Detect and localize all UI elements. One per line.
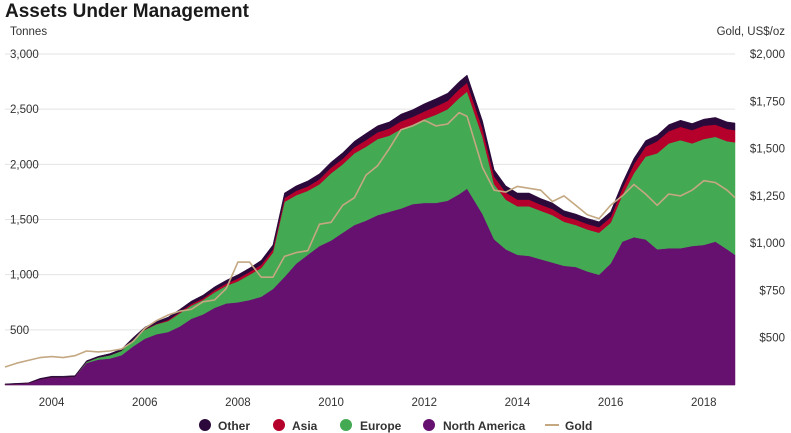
y-axis-label-left: Tonnes [10, 26, 47, 38]
x-tick-label: 2014 [505, 397, 531, 409]
y2-tick-label: $1,750 [750, 96, 785, 108]
y-tick-label: 3,000 [10, 49, 39, 61]
y-tick-label: 500 [10, 325, 29, 337]
y2-tick-label: $500 [759, 333, 785, 345]
y2-tick-label: $2,000 [750, 49, 785, 61]
y-tick-label: 1,000 [10, 270, 39, 282]
chart-title: Assets Under Management [5, 1, 250, 22]
x-tick-label: 2004 [39, 397, 65, 409]
x-tick-label: 2018 [691, 397, 717, 409]
x-tick-label: 2012 [411, 397, 437, 409]
gold-line-series [4, 111, 736, 368]
y2-tick-label: $1,250 [750, 191, 785, 203]
legend-swatch-north-america [423, 419, 435, 431]
line-gold [4, 111, 736, 368]
y-tick-label: 2,500 [10, 104, 39, 116]
x-axis-ticks: 2004 2006 2008 2010 2012 2014 2016 2018 [39, 397, 717, 409]
area-series [4, 74, 736, 386]
y-axis-ticks: 500 1,000 1,500 2,000 2,500 3,000 [10, 49, 39, 337]
y-axis-label-right: Gold, US$/oz [717, 26, 786, 38]
y2-tick-label: $1,000 [750, 238, 785, 250]
x-tick-label: 2016 [598, 397, 624, 409]
y2-axis-ticks: $500 $750 $1,000 $1,250 $1,500 $1,750 $2,000 [750, 49, 785, 345]
area-other [4, 74, 736, 385]
y2-tick-label: $1,500 [750, 144, 785, 156]
legend-label-gold: Gold [565, 419, 592, 433]
y-tick-label: 1,500 [10, 215, 39, 227]
legend-swatch-other [199, 419, 211, 431]
x-tick-label: 2010 [318, 397, 344, 409]
legend-swatch-asia [273, 419, 285, 431]
y-tick-label: 2,000 [10, 159, 39, 171]
y2-tick-label: $750 [759, 285, 785, 297]
legend-label-europe: Europe [360, 419, 402, 433]
x-tick-label: 2008 [225, 397, 251, 409]
legend-label-north-america: North America [443, 419, 526, 433]
legend: Other Asia Europe North America Gold [199, 419, 592, 433]
legend-label-asia: Asia [292, 419, 318, 433]
x-tick-label: 2006 [132, 397, 158, 409]
legend-label-other: Other [218, 419, 250, 433]
legend-swatch-europe [340, 419, 352, 431]
